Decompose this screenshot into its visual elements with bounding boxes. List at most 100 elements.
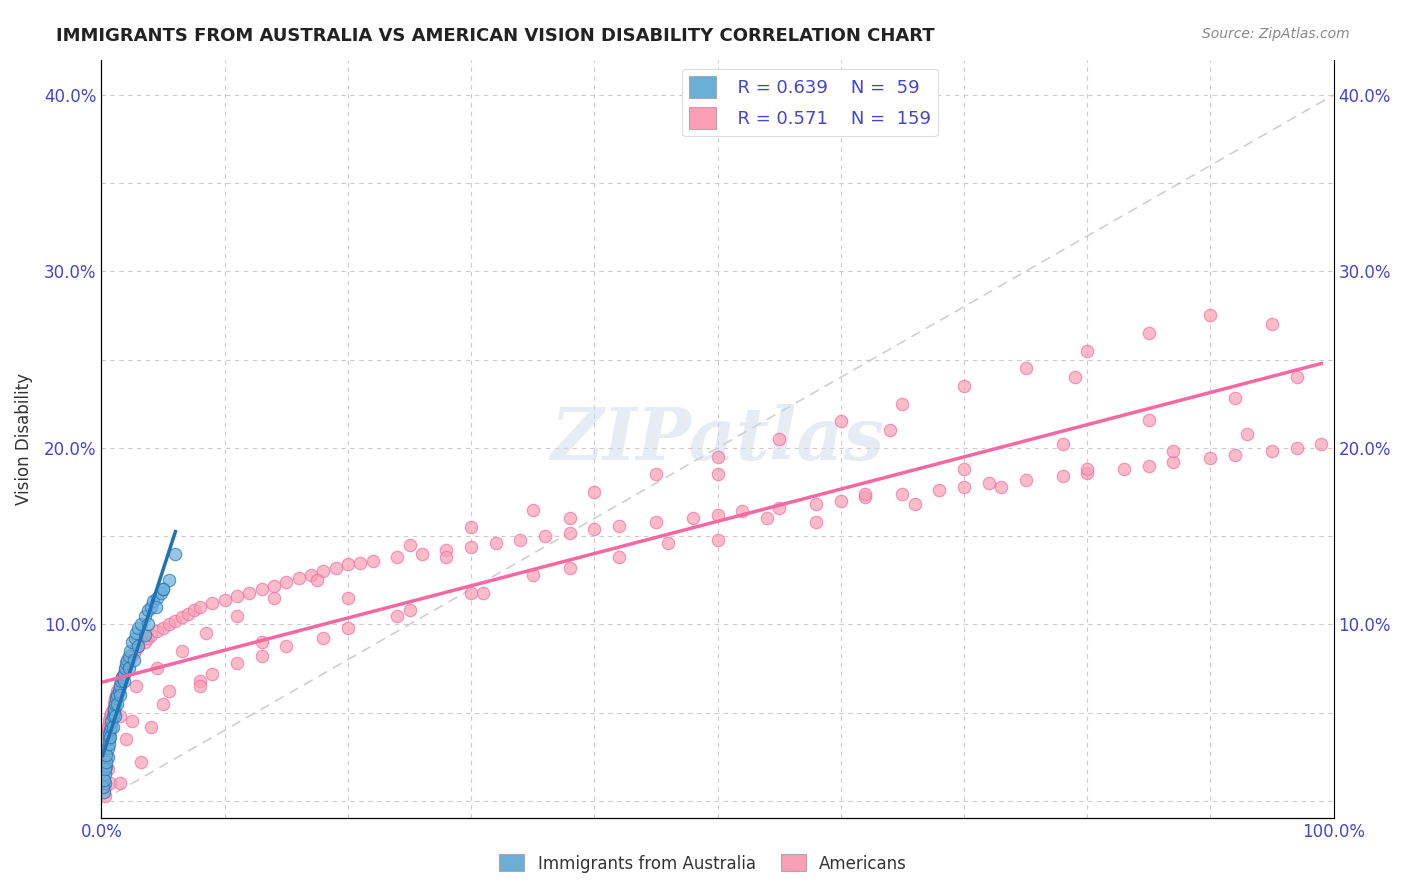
Point xyxy=(94,776,117,790)
Point xyxy=(953,480,976,494)
Point xyxy=(111,670,134,684)
Point xyxy=(583,522,606,536)
Point xyxy=(103,706,125,720)
Point xyxy=(1163,455,1185,469)
Point xyxy=(91,780,114,794)
Point xyxy=(1137,326,1160,340)
Point xyxy=(522,568,544,582)
Point xyxy=(115,732,138,747)
Point xyxy=(1285,370,1308,384)
Point xyxy=(157,617,180,632)
Point xyxy=(115,656,138,670)
Point xyxy=(1163,444,1185,458)
Point xyxy=(104,697,127,711)
Point xyxy=(127,621,149,635)
Point xyxy=(755,511,778,525)
Point xyxy=(115,659,138,673)
Point xyxy=(276,639,298,653)
Point xyxy=(125,679,148,693)
Point xyxy=(149,585,172,599)
Point xyxy=(485,536,508,550)
Point xyxy=(170,610,193,624)
Point xyxy=(94,749,117,764)
Point xyxy=(201,596,224,610)
Point xyxy=(93,772,115,787)
Point xyxy=(117,649,139,664)
Point xyxy=(706,508,728,522)
Point xyxy=(460,585,482,599)
Point xyxy=(122,652,145,666)
Point xyxy=(682,511,704,525)
Point xyxy=(105,691,128,706)
Point xyxy=(706,467,728,482)
Point xyxy=(107,684,129,698)
Point xyxy=(118,644,141,658)
Point xyxy=(1052,469,1074,483)
Point xyxy=(583,485,606,500)
Legend:   R = 0.639    N =  59,   R = 0.571    N =  159: R = 0.639 N = 59, R = 0.571 N = 159 xyxy=(682,69,938,136)
Point xyxy=(188,679,211,693)
Point xyxy=(94,789,117,803)
Point xyxy=(1285,441,1308,455)
Point xyxy=(263,591,285,605)
Point xyxy=(657,536,679,550)
Point xyxy=(607,550,630,565)
Point xyxy=(120,649,142,664)
Point xyxy=(287,571,309,585)
Point xyxy=(558,511,581,525)
Point xyxy=(100,714,122,729)
Point xyxy=(706,450,728,464)
Point xyxy=(96,727,118,741)
Point xyxy=(146,661,169,675)
Point xyxy=(94,780,117,794)
Point xyxy=(830,493,852,508)
Point xyxy=(111,670,134,684)
Point xyxy=(94,762,117,776)
Point xyxy=(134,608,156,623)
Point xyxy=(307,573,329,587)
Point xyxy=(891,487,914,501)
Point xyxy=(100,706,122,720)
Point xyxy=(94,767,117,781)
Point xyxy=(107,697,129,711)
Point xyxy=(706,533,728,547)
Point xyxy=(830,414,852,428)
Point xyxy=(112,666,135,681)
Point xyxy=(1076,343,1098,358)
Point xyxy=(349,556,371,570)
Point xyxy=(157,684,180,698)
Text: ZIPatlas: ZIPatlas xyxy=(551,403,884,475)
Point xyxy=(607,518,630,533)
Point xyxy=(904,497,927,511)
Point xyxy=(1063,370,1085,384)
Point xyxy=(645,467,668,482)
Point xyxy=(117,661,139,675)
Point xyxy=(250,649,273,664)
Text: IMMIGRANTS FROM AUSTRALIA VS AMERICAN VISION DISABILITY CORRELATION CHART: IMMIGRANTS FROM AUSTRALIA VS AMERICAN VI… xyxy=(56,27,935,45)
Point xyxy=(238,585,260,599)
Point xyxy=(112,666,135,681)
Point xyxy=(96,755,118,769)
Point xyxy=(97,737,120,751)
Point xyxy=(1223,392,1246,406)
Point xyxy=(804,497,827,511)
Point xyxy=(855,490,877,504)
Point xyxy=(534,529,557,543)
Point xyxy=(152,582,174,596)
Point xyxy=(226,608,249,623)
Point xyxy=(98,709,121,723)
Point xyxy=(146,591,169,605)
Point xyxy=(107,681,129,695)
Point xyxy=(195,626,218,640)
Point xyxy=(201,666,224,681)
Point xyxy=(110,673,132,688)
Point xyxy=(1114,462,1136,476)
Point xyxy=(990,480,1012,494)
Point xyxy=(117,652,139,666)
Point xyxy=(97,732,120,747)
Point xyxy=(385,608,408,623)
Point xyxy=(188,673,211,688)
Point xyxy=(855,487,877,501)
Point xyxy=(96,758,118,772)
Point xyxy=(108,709,131,723)
